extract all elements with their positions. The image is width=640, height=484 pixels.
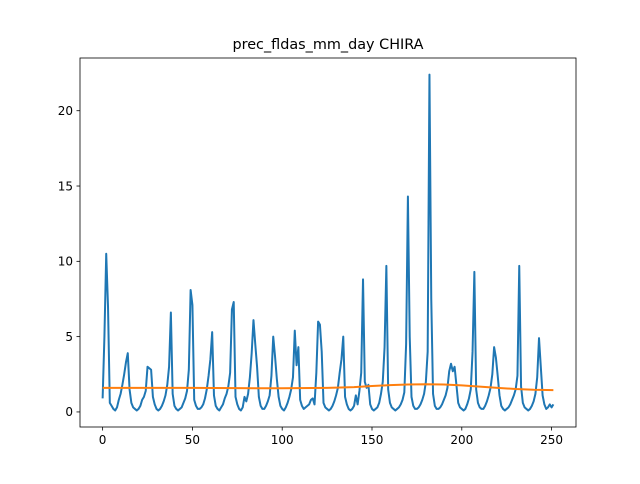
series-line-2 xyxy=(102,383,554,392)
y-tick-label: 15 xyxy=(58,179,73,193)
x-tick-label: 0 xyxy=(99,433,107,447)
x-tick-label: 50 xyxy=(185,433,200,447)
ticks-layer: 0 50 100 150 200 250 0 5 10 15 20 xyxy=(58,104,563,447)
x-tick-label: 250 xyxy=(540,433,563,447)
x-tick-label: 150 xyxy=(361,433,384,447)
y-tick-label: 10 xyxy=(58,255,73,269)
series-line-1 xyxy=(101,73,555,412)
x-tick-label: 200 xyxy=(450,433,473,447)
series-layer xyxy=(101,73,555,412)
y-tick-label: 20 xyxy=(58,104,73,118)
plot-frame xyxy=(79,57,577,428)
chart-title: prec_fldas_mm_day CHIRA xyxy=(232,37,423,53)
y-tick-label: 5 xyxy=(65,330,73,344)
x-tick-label: 100 xyxy=(271,433,294,447)
y-tick-label: 0 xyxy=(65,405,73,419)
